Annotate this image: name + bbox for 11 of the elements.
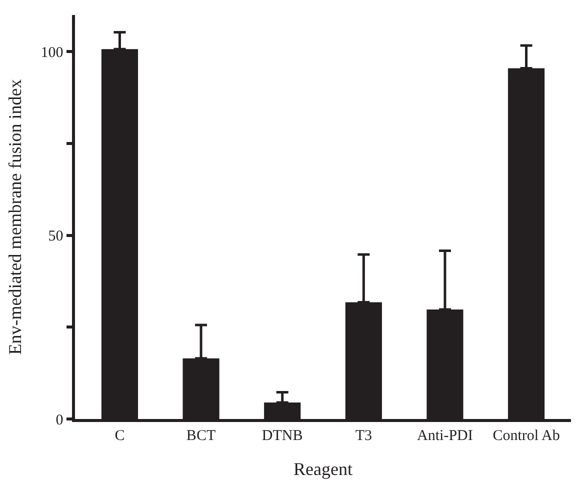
x-tick-label: Anti-PDI [417,428,473,444]
x-tick-label: C [114,428,125,444]
y-tick-label: 50 [48,228,64,245]
x-tick-label: Control Ab [492,428,560,444]
x-tick-label: DTNB [262,428,303,444]
x-axis-title: Reagent [294,458,352,479]
y-axis-title: Env-mediated membrane fusion index [4,79,25,355]
y-tick-label: 100 [40,44,64,61]
y-tick-label: 0 [56,412,64,428]
x-tick-label: BCT [186,428,216,444]
x-tick-label: T3 [355,428,372,444]
